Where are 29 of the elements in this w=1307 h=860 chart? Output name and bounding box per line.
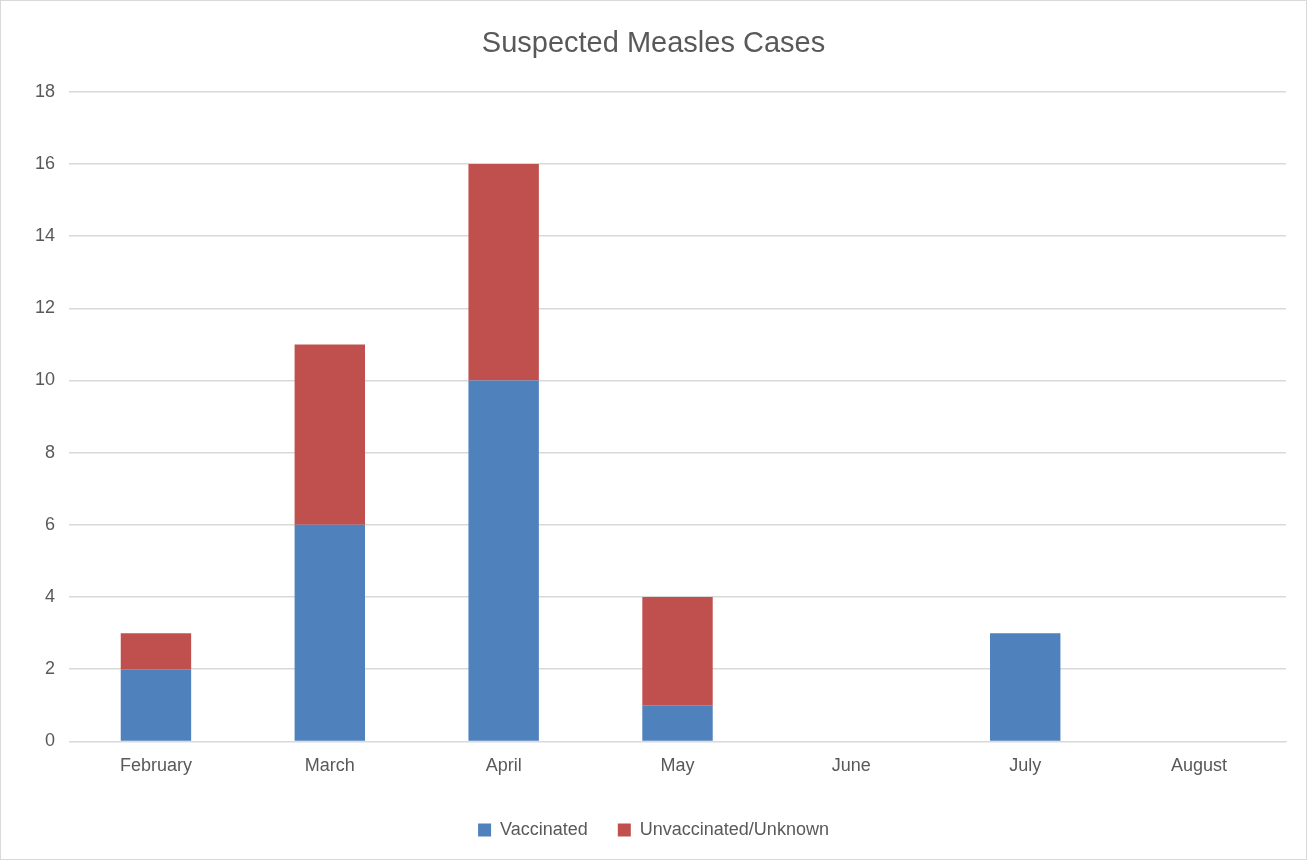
legend-label: Vaccinated — [500, 818, 588, 839]
bar — [468, 163, 539, 381]
x-tick-label: March — [304, 755, 355, 776]
bar — [642, 597, 713, 706]
bar — [294, 344, 366, 525]
chart-title: Suspected Measles Cases — [481, 26, 826, 59]
bar — [294, 524, 366, 741]
legend-label: Unvaccinated/Unknown — [639, 818, 829, 839]
y-tick-label: 12 — [34, 297, 56, 318]
y-tick-label: 4 — [45, 586, 56, 607]
x-tick-label: August — [1171, 755, 1228, 776]
bar — [120, 633, 192, 670]
x-tick-label: February — [119, 755, 192, 776]
y-tick-label: 8 — [45, 441, 56, 462]
y-tick-label: 14 — [34, 225, 56, 246]
bar — [642, 705, 713, 741]
y-tick-label: 16 — [34, 152, 56, 173]
y-tick-label: 0 — [45, 730, 56, 751]
x-tick-label: June — [831, 755, 871, 776]
y-tick-label: 10 — [34, 369, 56, 390]
x-tick-label: May — [660, 755, 695, 776]
y-tick-label: 18 — [34, 80, 56, 101]
bar — [990, 633, 1061, 741]
x-tick-label: July — [1009, 755, 1042, 776]
x-tick-label: April — [485, 755, 522, 776]
bar — [120, 669, 192, 741]
y-tick-label: 6 — [45, 513, 56, 534]
y-tick-label: 2 — [45, 658, 56, 679]
bar — [468, 380, 539, 741]
